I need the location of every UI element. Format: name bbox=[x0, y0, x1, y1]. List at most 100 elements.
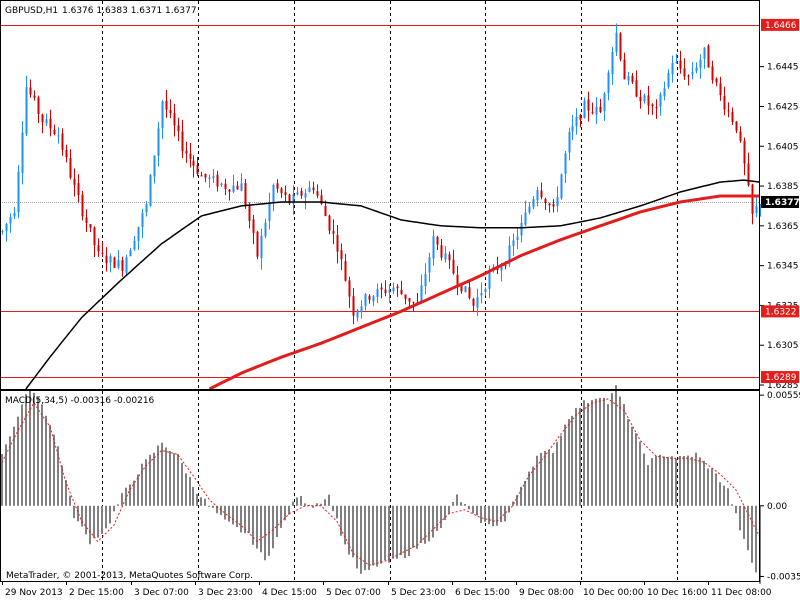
macd-bar-173 bbox=[691, 456, 693, 506]
candle-body-92 bbox=[368, 295, 371, 300]
candle-body-77 bbox=[308, 187, 311, 192]
macd-bar-51 bbox=[204, 498, 206, 506]
macd-bar-55 bbox=[220, 505, 222, 516]
candle-body-57 bbox=[228, 189, 231, 192]
macd-bar-1 bbox=[5, 444, 7, 506]
candle-body-18 bbox=[73, 178, 76, 185]
macd-bar-39 bbox=[157, 445, 159, 506]
candle-body-67 bbox=[268, 202, 271, 221]
candle-body-113 bbox=[452, 259, 455, 274]
candle-body-173 bbox=[691, 71, 694, 75]
macd-bar-95 bbox=[380, 505, 382, 564]
candle-body-189 bbox=[755, 206, 758, 214]
macd-bar-6 bbox=[25, 394, 27, 506]
time-tick-label-10: 10 Dec 16:00 bbox=[647, 588, 708, 598]
candle-body-34 bbox=[137, 226, 140, 241]
candle-body-130 bbox=[520, 222, 523, 236]
macd-bar-45 bbox=[181, 463, 183, 506]
price-tick-label-3: 1.6385 bbox=[767, 182, 799, 192]
macd-bar-166 bbox=[663, 456, 665, 506]
macd-bar-125 bbox=[500, 505, 502, 523]
candle-body-166 bbox=[663, 88, 666, 97]
macd-bar-181 bbox=[723, 485, 725, 506]
candle-body-84 bbox=[336, 235, 339, 252]
macd-bar-61 bbox=[244, 505, 246, 534]
macd-bar-140 bbox=[560, 435, 562, 506]
macd-bar-3 bbox=[13, 426, 15, 506]
time-tick-label-11: 11 Dec 08:00 bbox=[711, 588, 772, 598]
macd-bar-165 bbox=[659, 454, 661, 506]
macd-bar-69 bbox=[276, 505, 278, 537]
candle-body-7 bbox=[29, 87, 32, 95]
macd-bar-52 bbox=[208, 505, 210, 507]
candle-body-87 bbox=[348, 280, 351, 297]
candle-body-112 bbox=[448, 254, 451, 261]
macd-bar-121 bbox=[484, 505, 486, 522]
candle-body-10 bbox=[41, 114, 44, 123]
candle-body-117 bbox=[468, 287, 471, 299]
candle-body-148 bbox=[591, 112, 594, 114]
candle-body-85 bbox=[340, 250, 343, 260]
candle-body-88 bbox=[352, 296, 355, 316]
candle-body-64 bbox=[256, 231, 259, 257]
candle-body-135 bbox=[540, 190, 543, 198]
candle-body-106 bbox=[424, 273, 427, 287]
candle-body-55 bbox=[220, 183, 223, 186]
macd-bar-97 bbox=[388, 505, 390, 563]
macd-signal-line bbox=[1, 398, 761, 566]
macd-bar-135 bbox=[540, 452, 542, 506]
macd-bar-164 bbox=[655, 455, 657, 506]
macd-bar-23 bbox=[93, 505, 95, 538]
macd-bar-115 bbox=[460, 502, 462, 506]
macd-bar-49 bbox=[196, 493, 198, 506]
candle-body-40 bbox=[161, 101, 164, 129]
candle-body-119 bbox=[476, 297, 479, 308]
macd-bar-162 bbox=[647, 465, 649, 506]
candle-body-53 bbox=[212, 176, 215, 179]
macd-bar-149 bbox=[595, 398, 597, 506]
candle-body-180 bbox=[719, 83, 722, 96]
candle-body-147 bbox=[587, 99, 590, 111]
candle-body-120 bbox=[480, 292, 483, 296]
macd-bar-182 bbox=[727, 488, 729, 506]
macd-bar-13 bbox=[53, 434, 55, 506]
macd-bar-91 bbox=[364, 505, 366, 571]
candle-body-100 bbox=[400, 289, 403, 295]
macd-bar-72 bbox=[288, 505, 290, 515]
candle-body-33 bbox=[133, 240, 136, 250]
macd-bar-76 bbox=[304, 503, 306, 506]
macd-bar-48 bbox=[192, 486, 194, 506]
candle-body-158 bbox=[631, 75, 634, 83]
candle-body-23 bbox=[93, 227, 96, 246]
candle-body-139 bbox=[556, 197, 559, 206]
candle-body-6 bbox=[25, 87, 28, 134]
candle-body-28 bbox=[113, 257, 116, 268]
candle-body-81 bbox=[324, 206, 327, 217]
candle-body-19 bbox=[77, 183, 80, 196]
macd-bar-104 bbox=[416, 505, 418, 549]
candle-body-142 bbox=[568, 131, 571, 153]
macd-bar-172 bbox=[687, 455, 689, 506]
candle-body-0 bbox=[1, 231, 4, 233]
level-label-2: 1.6289 bbox=[765, 373, 797, 383]
macd-bar-112 bbox=[448, 505, 450, 514]
candle-body-129 bbox=[516, 236, 519, 241]
macd-bar-176 bbox=[703, 460, 705, 506]
macd-bar-101 bbox=[404, 505, 406, 559]
candle-body-164 bbox=[655, 107, 658, 109]
candle-body-143 bbox=[571, 125, 574, 132]
candle-body-181 bbox=[723, 95, 726, 110]
time-tick-label-7: 6 Dec 15:00 bbox=[455, 588, 510, 598]
macd-indicator bbox=[1, 385, 761, 584]
candle-body-110 bbox=[440, 245, 443, 258]
macd-bar-106 bbox=[424, 505, 426, 544]
price-tick-label-2: 1.6405 bbox=[767, 142, 799, 152]
candle-body-16 bbox=[65, 150, 68, 158]
candle-body-131 bbox=[524, 212, 527, 225]
candle-body-56 bbox=[224, 183, 227, 190]
candle-body-175 bbox=[699, 59, 702, 68]
candle-body-14 bbox=[57, 135, 60, 137]
macd-tick-label-1: 0.00 bbox=[767, 502, 787, 512]
